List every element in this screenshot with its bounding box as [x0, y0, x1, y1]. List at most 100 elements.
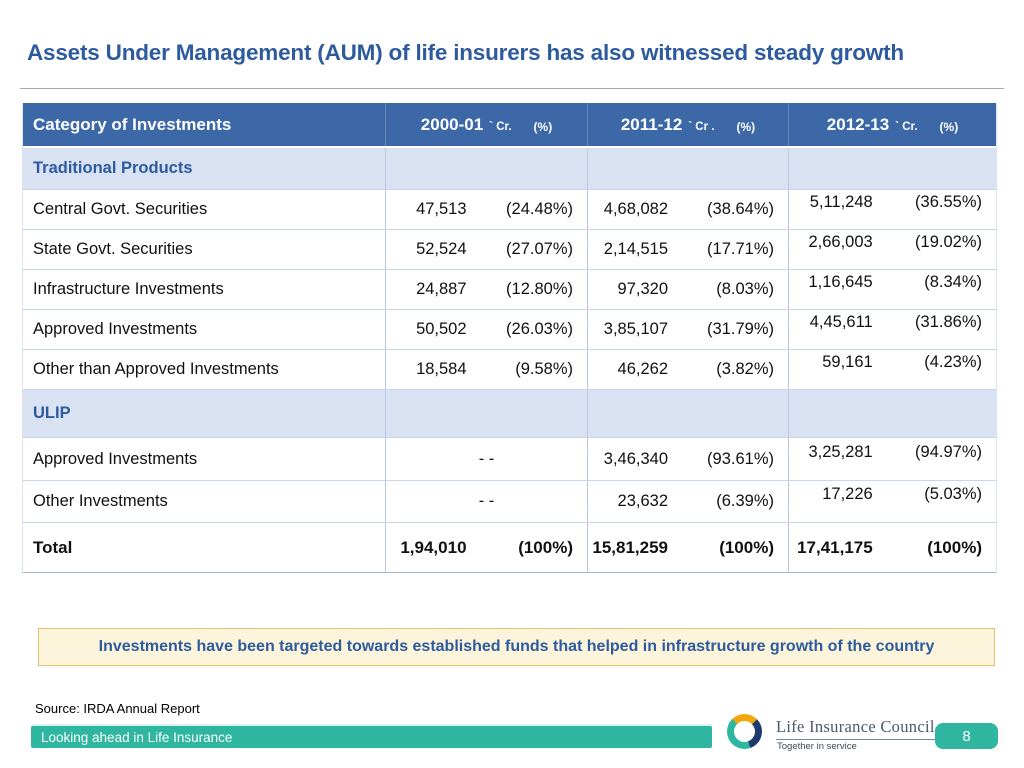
cell-2012-13: 17,226 (5.03%) [788, 481, 996, 522]
percent: (9.58%) [515, 360, 573, 378]
section-row-ulip: ULIP [23, 390, 996, 438]
percent: (94.97%) [915, 442, 982, 461]
empty-cell [385, 390, 587, 437]
logo-tagline: Together in service [777, 741, 857, 752]
empty-cell [385, 148, 587, 189]
value: 1,16,645 [808, 273, 873, 291]
row-label: Other Investments [33, 492, 168, 510]
row-label: Infrastructure Investments [33, 280, 224, 298]
cell-2012-13: 5,11,248 (36.55%) [788, 190, 996, 229]
page-number-badge: 8 [935, 723, 998, 749]
value: 1,94,010 [400, 537, 467, 557]
header-percent: (%) [533, 119, 553, 134]
percent: (3.82%) [716, 360, 774, 378]
row-label: Approved Investments [33, 320, 198, 338]
percent: (8.34%) [924, 273, 982, 291]
value: 5,11,248 [809, 193, 873, 211]
cell-2011-12: 3,46,340 (93.61%) [587, 438, 788, 480]
percent: (27.07%) [506, 240, 573, 258]
logo-title: Life Insurance Council [776, 717, 935, 740]
value: 17,41,175 [797, 537, 873, 557]
table-row-infrastructure-investments: Infrastructure Investments 24,887 (12.80%… [23, 270, 996, 310]
header-rupee-cr: ` Cr. [489, 120, 512, 133]
footer-bar-text: Looking ahead in Life Insurance [41, 729, 233, 745]
cell-2000-01: - - [385, 481, 587, 522]
header-year: 2000-01 [420, 114, 484, 134]
empty-cell [587, 390, 788, 437]
value: 18,584 [416, 360, 467, 378]
aum-table: Category of Investments 2000-01 ` Cr. (%… [22, 103, 997, 573]
slide-title: Assets Under Management (AUM) of life in… [27, 40, 904, 65]
value: 50,502 [416, 320, 467, 338]
cell-2012-13: 3,25,281 (94.97%) [788, 438, 996, 480]
value: 2,14,515 [603, 240, 668, 258]
source-text: Source: IRDA Annual Report [35, 701, 200, 716]
cell-2000-01: 50,502 (26.03%) [385, 310, 587, 349]
value: 46,262 [617, 360, 668, 378]
value: 17,226 [822, 485, 873, 503]
header-rupee-cr: ` Cr. [895, 120, 918, 133]
note-text: Investments have been targeted towards e… [98, 638, 935, 655]
percent: (36.55%) [915, 193, 982, 211]
value: 23,632 [617, 492, 668, 510]
percent: (5.03%) [924, 485, 982, 503]
value: 3,46,340 [603, 449, 668, 468]
table-row-state-govt-securities: State Govt. Securities 52,524 (27.07%) 2,… [23, 230, 996, 270]
table-row-ulip-approved-investments: Approved Investments - - 3,46,340 (93.61%… [23, 438, 996, 481]
value: 2,66,003 [808, 233, 873, 251]
percent: (100%) [719, 537, 774, 557]
value: 47,513 [416, 200, 467, 218]
percent: (24.48%) [506, 200, 573, 218]
header-rupee-cr: ` Cr . [688, 120, 715, 133]
section-label: Traditional Products [33, 159, 193, 177]
cell-2000-01: 18,584 (9.58%) [385, 350, 587, 389]
cell-2011-12: 46,262 (3.82%) [587, 350, 788, 389]
percent: (38.64%) [707, 200, 774, 218]
cell-2012-13: 2,66,003 (19.02%) [788, 230, 996, 269]
value: 97,320 [617, 280, 668, 298]
header-percent: (%) [736, 119, 756, 134]
empty-cell [788, 148, 996, 189]
percent: (100%) [927, 537, 982, 557]
cell-2000-01: - - [385, 438, 587, 480]
section-row-traditional-products: Traditional Products [23, 148, 996, 190]
cell-2011-12: 15,81,259 (100%) [587, 523, 788, 572]
row-label: Central Govt. Securities [33, 200, 208, 218]
empty-cell [788, 390, 996, 437]
empty-cell [587, 148, 788, 189]
cell-2012-13: 59,161 (4.23%) [788, 350, 996, 389]
percent: (8.03%) [716, 280, 774, 298]
row-label: Other than Approved Investments [33, 360, 279, 378]
percent: (31.86%) [915, 313, 982, 331]
percent: (26.03%) [506, 320, 573, 338]
header-2000-01: 2000-01 ` Cr. (%) [385, 103, 587, 146]
value: 24,887 [416, 280, 467, 298]
row-label: State Govt. Securities [33, 240, 193, 258]
header-category: Category of Investments [33, 114, 232, 134]
table-row-ulip-other-investments: Other Investments - - 23,632 (6.39%) 17,2… [23, 481, 996, 523]
cell-2000-01: 52,524 (27.07%) [385, 230, 587, 269]
percent: (100%) [518, 537, 573, 557]
table-row-other-than-approved-investments: Other than Approved Investments 18,584 (9… [23, 350, 996, 390]
cell-2000-01: 47,513 (24.48%) [385, 190, 587, 229]
percent: (4.23%) [924, 353, 982, 371]
title-divider [20, 88, 1004, 89]
percent: (17.71%) [707, 240, 774, 258]
value: 3,85,107 [603, 320, 668, 338]
value: 15,81,259 [592, 537, 668, 557]
table-row-total: Total 1,94,010 (100%) 15,81,259 (100%) 17,… [23, 523, 996, 573]
cell-2011-12: 97,320 (8.03%) [587, 270, 788, 309]
percent: (19.02%) [915, 233, 982, 251]
value: 59,161 [822, 353, 873, 371]
header-year: 2012-13 [826, 114, 890, 134]
table-header-row: Category of Investments 2000-01 ` Cr. (%… [23, 103, 996, 148]
percent: (31.79%) [707, 320, 774, 338]
header-percent: (%) [939, 119, 959, 134]
table-row-central-govt-securities: Central Govt. Securities 47,513 (24.48%) … [23, 190, 996, 230]
cell-2012-13: 1,16,645 (8.34%) [788, 270, 996, 309]
cell-2000-01: 24,887 (12.80%) [385, 270, 587, 309]
value: 52,524 [416, 240, 467, 258]
cell-2011-12: 4,68,082 (38.64%) [587, 190, 788, 229]
footer-bar: Looking ahead in Life Insurance [31, 726, 712, 748]
